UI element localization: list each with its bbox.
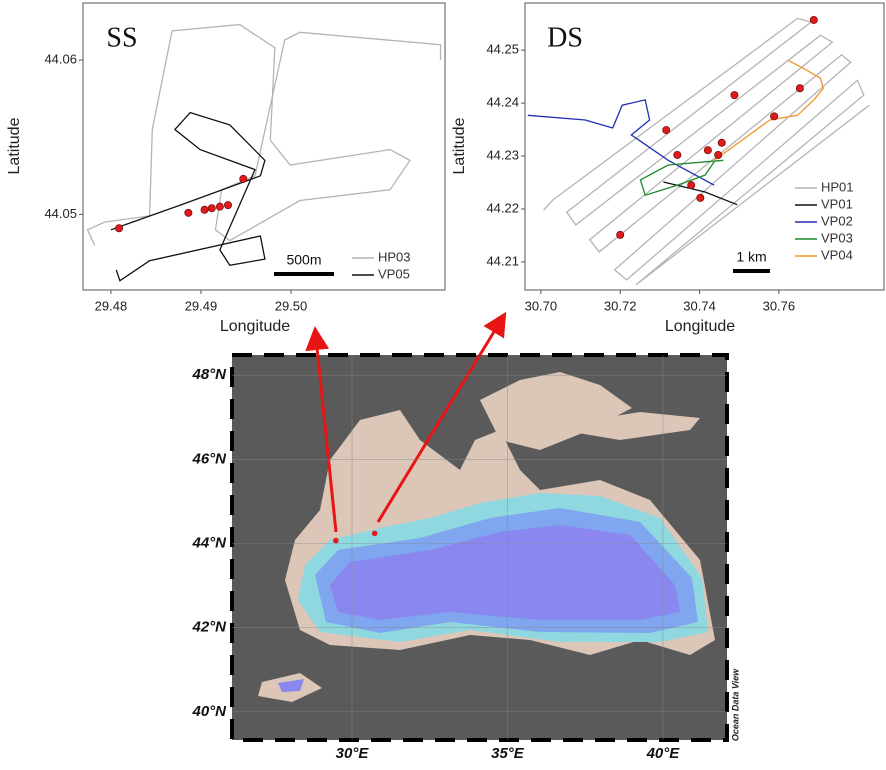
arrow [305,326,338,533]
x-tick-label: 29.48 [95,298,128,313]
track-line [527,99,715,186]
y-tick-label: 40°N [191,703,227,720]
y-axis-label: Latitude [451,117,468,174]
sample-point [795,84,804,93]
sample-point [673,150,682,159]
y-tick-label: 44°N [191,534,227,551]
sample-point [239,174,248,183]
x-tick-label: 40°E [646,745,681,762]
map-grid [232,355,727,740]
x-axis-label: Longitude [665,318,735,335]
y-tick-label: 44.21 [486,253,519,268]
y-tick-label: 44.23 [486,147,519,162]
y-tick-label: 44.05 [44,206,77,221]
plot-frame [524,2,885,291]
x-tick-label: 30°E [336,745,370,762]
sample-point [115,224,124,233]
x-tick-label: 30.74 [683,298,716,313]
y-tick-label: 44.22 [486,200,519,215]
x-tick-label: 30.76 [763,298,796,313]
sample-point [207,204,216,213]
sample-point [184,208,193,217]
legend-label: VP05 [378,266,410,281]
sample-point [200,205,209,214]
sample-point [662,126,671,135]
legend-label: HP01 [821,179,854,194]
track-line [86,23,442,246]
sample-point [703,146,712,155]
track-line [110,111,266,282]
sample-point [616,230,625,239]
sample-point [770,112,779,121]
sample-point [223,201,232,210]
y-tick-label: 44.24 [486,95,519,110]
legend-label: VP03 [821,230,853,245]
sample-point [717,138,726,147]
legend-label: VP01 [821,196,853,211]
plot-frame [82,2,446,291]
x-tick-label: 30.72 [604,298,637,313]
y-tick-label: 44.06 [44,52,77,67]
x-tick-label: 29.49 [185,298,218,313]
legend-label: VP02 [821,213,853,228]
x-axis-label: Longitude [220,318,290,335]
station [333,537,339,544]
y-tick-label: 42°N [191,619,227,636]
sample-point [696,193,705,202]
sample-point [730,91,739,100]
y-tick-label: 46°N [191,450,227,467]
y-tick-label: 44.25 [486,42,519,57]
y-tick-label: 48°N [191,366,227,383]
station [371,530,378,537]
legend-label: VP04 [821,247,853,262]
map-credit: Ocean Data View [730,668,740,741]
arrow [376,311,507,523]
track-line [639,159,724,197]
x-tick-label: 35°E [491,745,525,762]
x-tick-label: 30.70 [525,298,558,313]
panel-label: DS [547,22,583,53]
scale-bar-label: 500m [286,252,321,268]
x-tick-label: 29.50 [275,298,308,313]
sample-point [714,150,723,159]
sample-point [687,181,696,190]
sample-point [809,15,818,24]
legend-label: HP03 [378,249,411,264]
panel-label: SS [106,22,137,53]
scale-bar-label: 1 km [736,249,766,265]
track-line [543,17,870,286]
map-background [232,355,727,740]
y-axis-label: Latitude [6,117,23,174]
map-frame [230,353,729,742]
sample-point [215,202,224,211]
